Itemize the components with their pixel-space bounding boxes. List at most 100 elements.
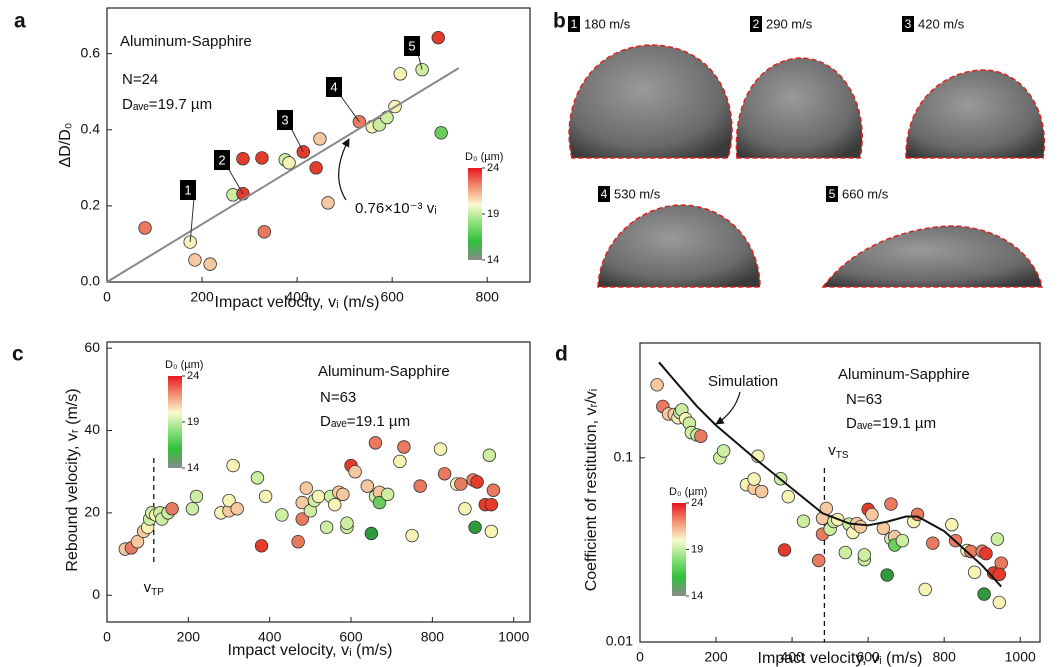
panel-label: a xyxy=(14,10,26,33)
threshold-label-main: v xyxy=(828,442,836,459)
outline xyxy=(905,69,1046,159)
annotation: Dₐᵥₑ=19.1 µm xyxy=(320,413,410,430)
plot-frame xyxy=(106,7,531,283)
panel-label: c xyxy=(12,343,24,366)
colorbar-tick-label: 24 xyxy=(187,370,199,382)
data-point xyxy=(368,436,383,450)
x-tick-label: 800 xyxy=(421,629,445,645)
data-point xyxy=(433,442,448,456)
x-tick-label: 0 xyxy=(636,649,644,665)
data-point xyxy=(250,471,265,485)
panel-label: d xyxy=(555,343,568,366)
data-point xyxy=(397,440,411,454)
number-label: 1 xyxy=(571,17,578,31)
threshold-label-sub: TS xyxy=(836,450,849,461)
annotation: N=24 xyxy=(122,71,158,88)
data-point xyxy=(812,553,826,568)
x-tick-label: 800 xyxy=(476,289,500,305)
x-tick-label: 1000 xyxy=(498,629,529,645)
callout-box xyxy=(404,36,420,56)
colorbar-tick-label: 14 xyxy=(187,462,199,474)
callout-box xyxy=(214,150,230,170)
callout-line xyxy=(290,127,304,153)
y-axis-title: Coefficient of restitution, vᵣ/vᵢ xyxy=(583,389,600,592)
data-point xyxy=(405,528,419,543)
y-tick-label: 0.01 xyxy=(606,633,633,649)
threshold-label: vTP xyxy=(144,579,165,598)
data-point xyxy=(321,196,335,210)
speed-label: 530 m/s xyxy=(614,186,661,201)
x-tick-label: 0 xyxy=(103,629,111,645)
data-point xyxy=(413,479,427,493)
data-point xyxy=(482,448,497,462)
annotation: N=63 xyxy=(846,391,882,408)
data-point xyxy=(796,514,811,528)
plot-frame xyxy=(639,342,1041,643)
data-point xyxy=(319,520,334,534)
number-label: 2 xyxy=(753,17,760,31)
callout-line xyxy=(227,167,244,194)
colorbar-title: D₀ (µm) xyxy=(165,359,203,371)
data-point xyxy=(222,493,236,508)
data-point xyxy=(295,512,309,526)
annotation: Aluminum-Sapphire xyxy=(120,33,252,50)
x-tick-label: 1000 xyxy=(1005,649,1036,665)
data-point xyxy=(130,535,145,549)
number-box xyxy=(826,186,838,202)
data-point xyxy=(415,62,429,77)
data-point xyxy=(880,568,894,582)
data-point xyxy=(979,546,993,561)
data-point xyxy=(777,543,792,557)
outline xyxy=(735,57,863,159)
callout-box xyxy=(180,180,196,200)
annotation: N=63 xyxy=(320,389,356,406)
micrograph xyxy=(569,45,732,158)
colorbar xyxy=(672,503,686,596)
number-box xyxy=(902,16,914,32)
colorbar-tick-label: 19 xyxy=(691,543,703,555)
data-point xyxy=(895,533,910,548)
number-label: 4 xyxy=(601,187,608,201)
data-point xyxy=(380,110,394,125)
number-label: 5 xyxy=(829,187,836,201)
callout-line xyxy=(417,53,423,70)
callout-label: 4 xyxy=(330,79,337,94)
fit-line xyxy=(106,67,460,283)
data-point xyxy=(967,565,982,579)
number-label: 3 xyxy=(905,17,912,31)
data-point xyxy=(275,508,289,522)
callout-label: 1 xyxy=(184,182,191,197)
data-point xyxy=(431,30,445,45)
data-point xyxy=(992,595,1007,610)
panel: d 0 200 400 600 800 1000 0.01 0.1 Impact velocity… xyxy=(555,342,1041,667)
data-point xyxy=(486,483,501,497)
colorbar-tick-label: 24 xyxy=(691,497,703,509)
outline xyxy=(568,44,733,159)
micrograph xyxy=(905,70,1045,158)
data-point xyxy=(360,479,375,493)
colorbar-tick-label: 19 xyxy=(187,416,199,428)
x-tick-label: 400 xyxy=(258,629,282,645)
number-box xyxy=(598,186,610,202)
annotation: Aluminum-Sapphire xyxy=(838,366,970,383)
data-point xyxy=(348,465,362,479)
data-point xyxy=(754,484,769,499)
data-point xyxy=(977,587,991,601)
data-point xyxy=(254,539,269,553)
callout-box xyxy=(326,77,342,97)
data-point xyxy=(255,151,269,165)
data-point xyxy=(393,454,407,469)
colorbar-tick-label: 24 xyxy=(487,162,499,174)
y-tick-label: 0.4 xyxy=(81,120,101,136)
y-axis-title: Rebound velocity, vᵣ (m/s) xyxy=(64,388,81,571)
data-point xyxy=(484,497,499,512)
micrograph xyxy=(736,58,863,158)
x-tick-label: 400 xyxy=(285,289,309,305)
panel: a 0 200 400 600 800 0.0 0.2 0.4 0.6 Impact velocit… xyxy=(14,7,531,311)
data-point xyxy=(313,132,327,146)
x-tick-label: 600 xyxy=(856,649,880,665)
data-point xyxy=(185,502,200,516)
y-tick-label: 0.6 xyxy=(81,44,101,60)
data-point xyxy=(650,378,664,392)
y-tick-label: 20 xyxy=(84,504,100,520)
